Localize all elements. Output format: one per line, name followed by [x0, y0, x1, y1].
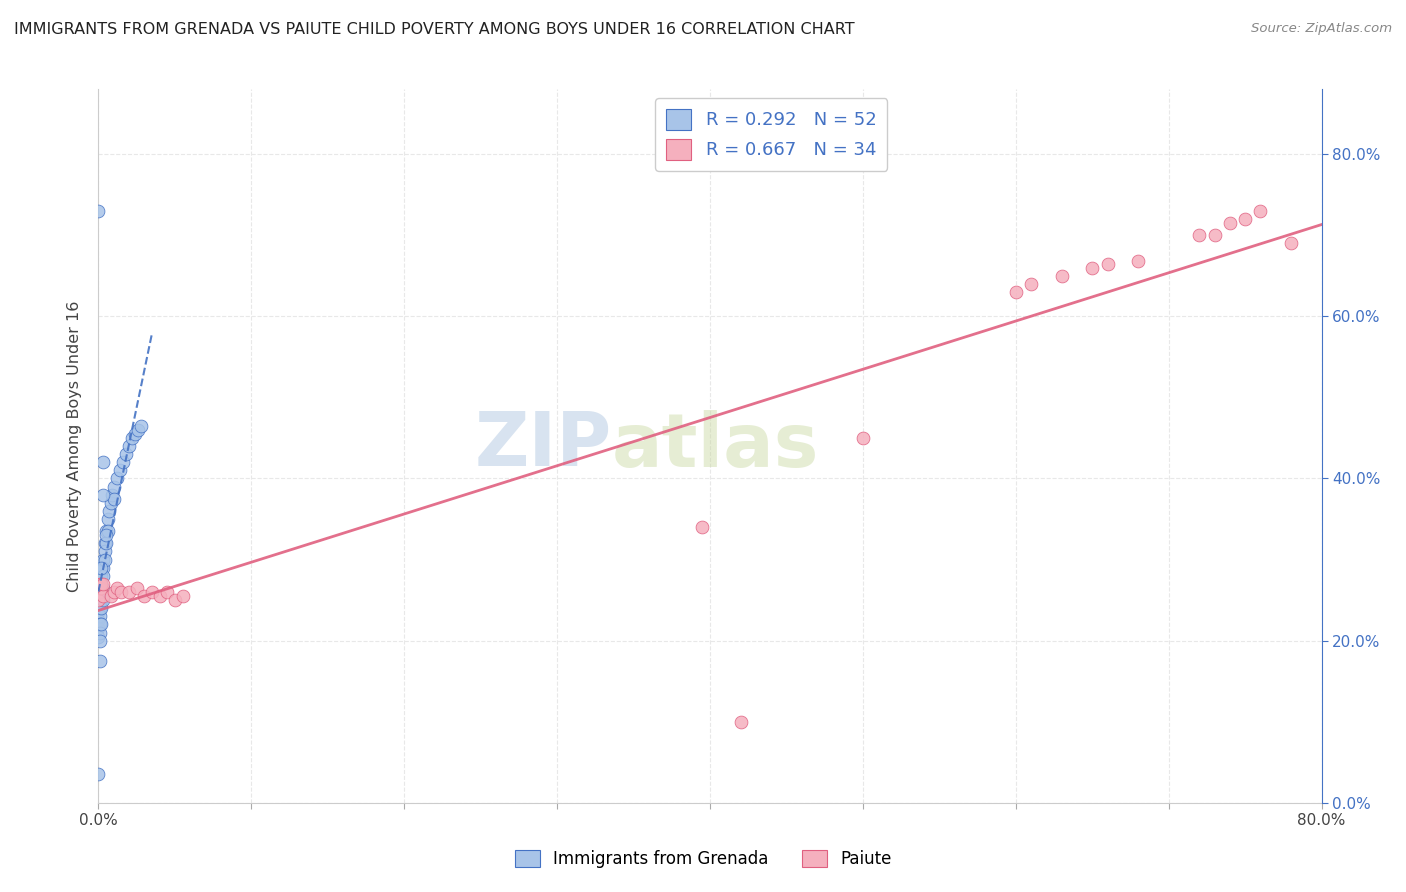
Point [89, 609, 111, 624]
Legend: Immigrants from Grenada, Paiute: Immigrants from Grenada, Paiute [508, 843, 898, 875]
Point [87, 630, 110, 644]
Text: atlas: atlas [612, 409, 820, 483]
Point [100, 496, 122, 510]
Text: IMMIGRANTS FROM GRENADA VS PAIUTE CHILD POVERTY AMONG BOYS UNDER 16 CORRELATION : IMMIGRANTS FROM GRENADA VS PAIUTE CHILD … [14, 22, 855, 37]
Point [90, 617, 112, 632]
Legend: R = 0.292   N = 52, R = 0.667   N = 34: R = 0.292 N = 52, R = 0.667 N = 34 [655, 98, 887, 170]
Point [97, 512, 120, 526]
Point [111, 455, 134, 469]
Point [124, 426, 146, 441]
Point [91, 577, 114, 591]
Point [156, 585, 179, 599]
Point [93, 536, 115, 550]
Point [97, 524, 120, 538]
Point [1188, 228, 1211, 243]
Point [105, 471, 128, 485]
Point [90, 585, 112, 599]
Point [90, 577, 112, 591]
Point [91, 552, 114, 566]
Point [103, 491, 125, 506]
Point [118, 585, 141, 599]
Point [1081, 260, 1104, 275]
Point [103, 585, 125, 599]
Point [89, 577, 111, 591]
Point [115, 447, 138, 461]
Point [91, 568, 114, 582]
Point [91, 593, 114, 607]
Point [87, 593, 110, 607]
Point [87, 597, 110, 611]
Point [89, 633, 111, 648]
Point [87, 622, 110, 636]
Point [91, 488, 114, 502]
Point [121, 431, 143, 445]
Point [90, 560, 112, 574]
Point [129, 418, 152, 433]
Point [89, 654, 111, 668]
Point [91, 455, 114, 469]
Point [134, 589, 156, 603]
Point [94, 528, 117, 542]
Point [103, 479, 125, 493]
Point [93, 544, 115, 558]
Text: Source: ZipAtlas.com: Source: ZipAtlas.com [1251, 22, 1392, 36]
Point [730, 714, 752, 729]
Point [91, 560, 114, 574]
Point [91, 589, 114, 603]
Point [1219, 216, 1241, 230]
Point [692, 520, 714, 534]
Point [90, 568, 112, 582]
Point [118, 439, 141, 453]
Point [172, 589, 194, 603]
Point [89, 585, 111, 599]
Point [89, 617, 111, 632]
Point [1204, 228, 1226, 243]
Point [1234, 211, 1257, 226]
Point [1050, 268, 1073, 283]
Point [90, 577, 112, 591]
Point [1279, 236, 1302, 251]
Y-axis label: Child Poverty Among Boys Under 16: Child Poverty Among Boys Under 16 [67, 301, 83, 591]
Point [105, 581, 128, 595]
Point [90, 581, 112, 595]
Point [1097, 256, 1119, 270]
Point [90, 593, 112, 607]
Point [141, 585, 163, 599]
Point [1004, 285, 1026, 299]
Point [852, 431, 875, 445]
Point [94, 536, 117, 550]
Point [89, 585, 111, 599]
Point [163, 593, 186, 607]
Point [1128, 254, 1150, 268]
Point [149, 589, 172, 603]
Point [93, 552, 115, 566]
Point [90, 601, 112, 615]
Point [100, 589, 122, 603]
Point [125, 581, 148, 595]
Point [91, 581, 114, 595]
Point [108, 463, 131, 477]
Point [110, 585, 132, 599]
Point [87, 613, 110, 627]
Point [87, 203, 110, 218]
Point [89, 593, 111, 607]
Point [101, 488, 124, 502]
Point [87, 767, 110, 781]
Point [1019, 277, 1042, 291]
Point [94, 524, 117, 538]
Point [98, 504, 121, 518]
Point [87, 605, 110, 619]
Point [89, 625, 111, 640]
Text: ZIP: ZIP [475, 409, 612, 483]
Point [1249, 203, 1271, 218]
Point [89, 581, 111, 595]
Point [127, 423, 149, 437]
Point [89, 601, 111, 615]
